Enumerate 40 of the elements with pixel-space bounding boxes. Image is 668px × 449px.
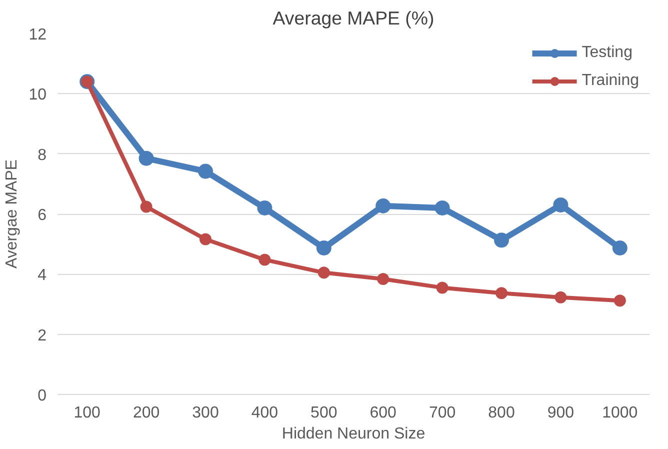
legend-label: Training bbox=[582, 72, 639, 90]
x-tick-label: 1000 bbox=[602, 404, 638, 422]
point bbox=[376, 198, 391, 214]
x-tick-label: 200 bbox=[132, 404, 160, 422]
y-tick-label: 12 bbox=[28, 26, 47, 44]
point bbox=[377, 272, 390, 285]
point bbox=[494, 232, 509, 248]
point bbox=[554, 291, 567, 304]
point bbox=[612, 240, 628, 256]
x-tick-label: 400 bbox=[251, 404, 278, 422]
y-tick-label: 2 bbox=[38, 327, 47, 344]
point bbox=[434, 200, 450, 216]
chart-title: Average MAPE (%) bbox=[272, 8, 434, 28]
point bbox=[257, 200, 272, 216]
x-tick-label: 600 bbox=[370, 404, 397, 422]
point bbox=[258, 254, 271, 266]
point bbox=[318, 266, 330, 279]
y-axis-title: Avergae MAPE bbox=[4, 159, 21, 269]
point bbox=[138, 150, 154, 166]
point bbox=[496, 287, 508, 300]
y-tick-label: 10 bbox=[28, 86, 47, 104]
x-tick-label: 100 bbox=[74, 404, 101, 422]
x-tick-label: 500 bbox=[310, 404, 338, 422]
y-tick-label: 0 bbox=[38, 388, 47, 404]
x-tick-label: 900 bbox=[547, 404, 574, 422]
y-tick-label: 6 bbox=[38, 207, 47, 224]
x-tick-label: 800 bbox=[488, 404, 515, 422]
point bbox=[614, 294, 626, 307]
legend-label: Testing bbox=[582, 44, 632, 62]
x-tick-label: 700 bbox=[428, 404, 456, 422]
point bbox=[316, 240, 332, 256]
point bbox=[198, 164, 213, 179]
point bbox=[553, 197, 568, 212]
point bbox=[436, 282, 448, 294]
y-tick-label: 8 bbox=[38, 146, 47, 164]
point bbox=[200, 233, 212, 246]
x-axis-title: Hidden Neuron Size bbox=[282, 426, 426, 442]
y-tick-label: 4 bbox=[38, 267, 47, 284]
x-tick-label: 300 bbox=[192, 404, 219, 422]
point bbox=[140, 200, 152, 213]
